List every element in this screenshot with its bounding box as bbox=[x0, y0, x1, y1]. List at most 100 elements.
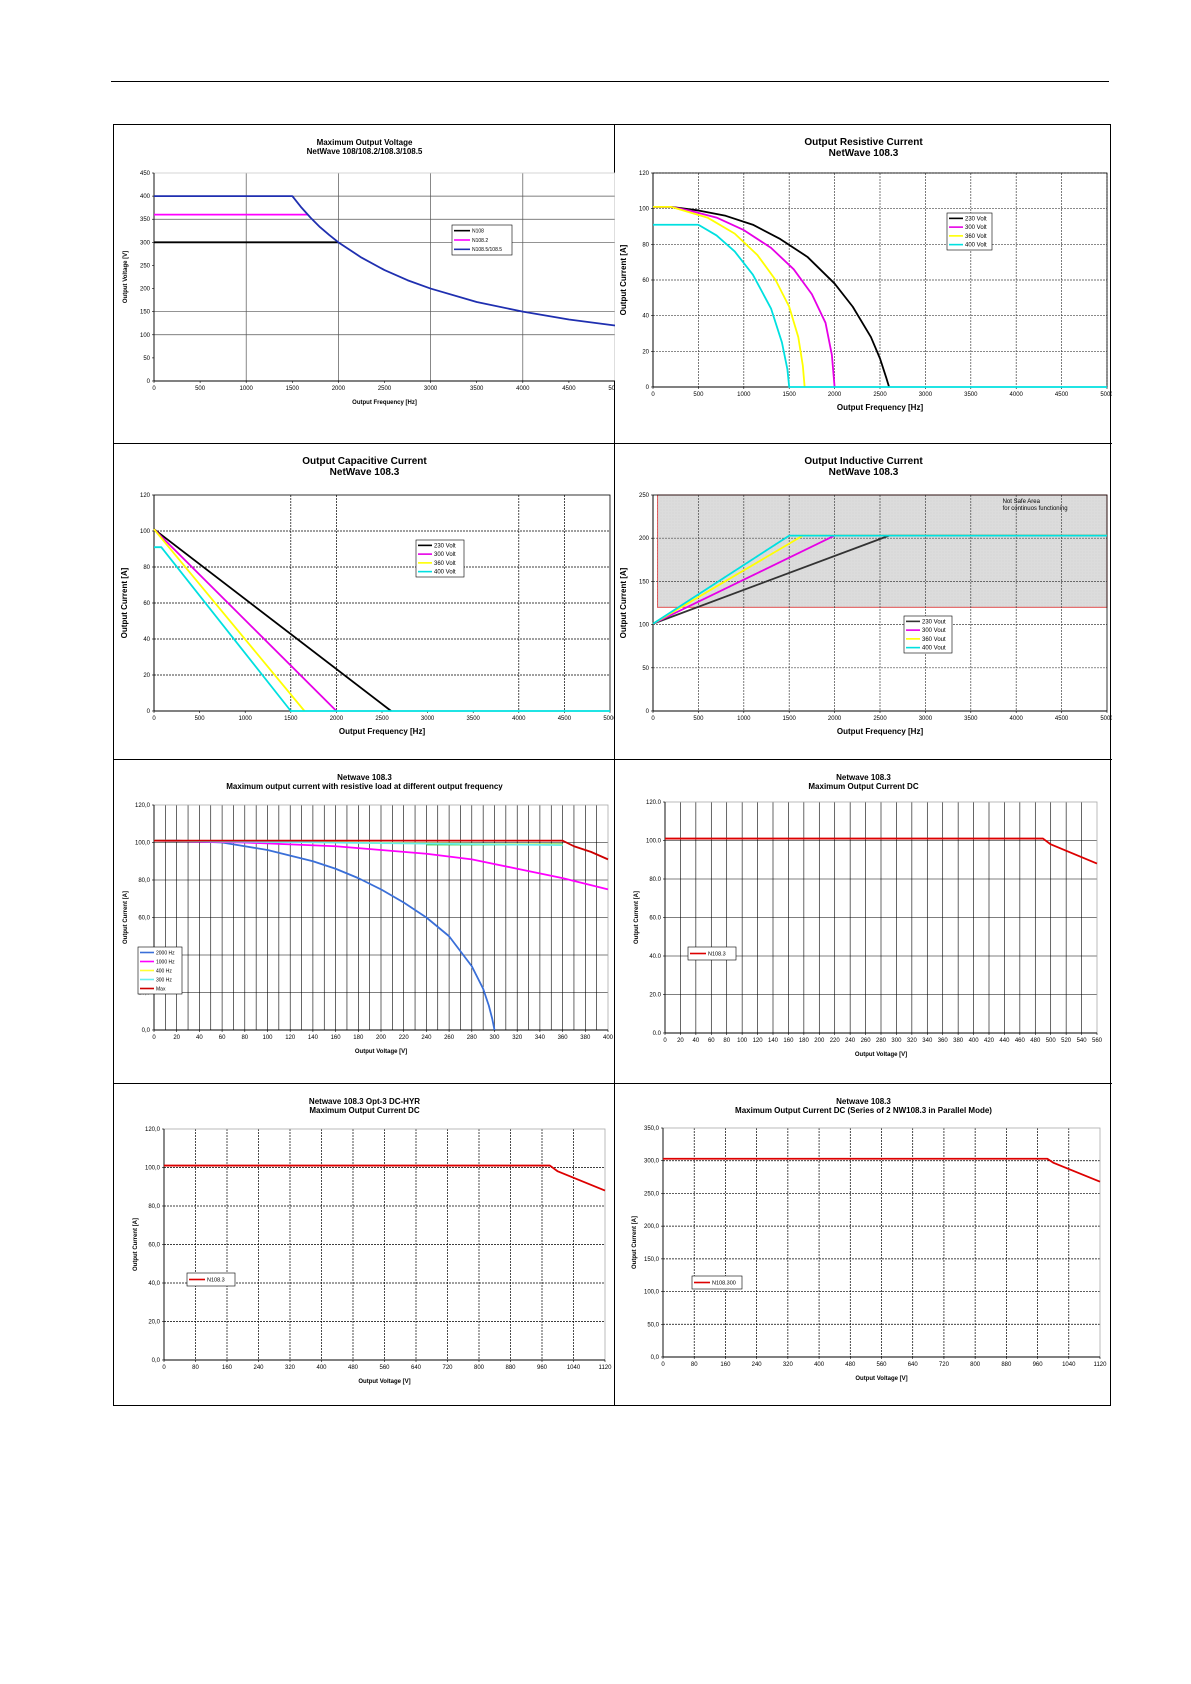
x-tick-label: 520 bbox=[1061, 1038, 1072, 1044]
y-tick-label: 100 bbox=[140, 333, 151, 339]
y-tick-label: 350,0 bbox=[644, 1126, 660, 1132]
y-tick-label: 200 bbox=[639, 536, 650, 542]
legend-entry: N108.2 bbox=[472, 238, 488, 244]
x-tick-label: 160 bbox=[783, 1038, 794, 1044]
chart-grid: Maximum Output Voltage NetWave 108/108.2/… bbox=[113, 124, 1112, 1406]
series-line bbox=[653, 223, 1107, 388]
y-tick-label: 20 bbox=[642, 349, 649, 355]
x-tick-label: 880 bbox=[1001, 1362, 1012, 1368]
x-tick-label: 2000 bbox=[330, 716, 344, 722]
legend: 230 Vout 300 Vout 360 Vout 400 Vout bbox=[903, 615, 953, 654]
x-tick-label: 1500 bbox=[286, 386, 300, 392]
x-tick-label: 2500 bbox=[378, 386, 392, 392]
legend-entry: N108.3 bbox=[708, 951, 726, 957]
x-tick-label: 2000 bbox=[828, 716, 842, 722]
y-tick-label: 40 bbox=[143, 637, 150, 643]
x-tick-label: 4000 bbox=[516, 386, 530, 392]
chart-panel-3: Output Capacitive Current NetWave 108.3 0 5… bbox=[114, 444, 615, 760]
chart-panel-7: Netwave 108.3 Opt-3 DC-HYR Maximum Output… bbox=[114, 1084, 615, 1405]
x-tick-label: 360 bbox=[938, 1038, 949, 1044]
x-tick-label: 400 bbox=[603, 1035, 614, 1041]
chart-title: Output Inductive Current bbox=[804, 456, 923, 467]
chart-subtitle: Maximum Output Current DC (Series of 2 N… bbox=[735, 1106, 992, 1115]
y-tick-label: 450 bbox=[140, 171, 151, 177]
y-axis-label: Output Current [A] bbox=[120, 567, 129, 638]
chart-subtitle: Maximum output current with resistive lo… bbox=[226, 782, 503, 791]
y-tick-label: 40 bbox=[642, 314, 649, 320]
chart-panel-4: Output Inductive Current NetWave 108.3 Not… bbox=[615, 444, 1112, 760]
legend-entry: 400 Volt bbox=[965, 243, 987, 249]
x-tick-label: 240 bbox=[752, 1362, 763, 1368]
legend-entry: 300 Vout bbox=[922, 628, 946, 634]
y-axis-label: Output Current [A] bbox=[133, 1218, 139, 1271]
x-tick-label: 1500 bbox=[284, 716, 298, 722]
legend: 230 Volt 300 Volt 360 Volt 400 Volt bbox=[946, 212, 993, 251]
x-tick-label: 1120 bbox=[1094, 1362, 1108, 1368]
x-tick-label: 2500 bbox=[375, 716, 389, 722]
x-tick-label: 0 bbox=[152, 386, 156, 392]
y-tick-label: 50 bbox=[642, 666, 649, 672]
x-tick-label: 880 bbox=[505, 1365, 516, 1371]
chart-subtitle: NetWave 108.3 bbox=[829, 467, 899, 478]
y-tick-label: 40,0 bbox=[148, 1281, 160, 1287]
x-tick-label: 400 bbox=[814, 1362, 825, 1368]
y-tick-label: 120.0 bbox=[646, 800, 662, 806]
legend-entry: 360 Vout bbox=[922, 637, 946, 643]
x-tick-label: 140 bbox=[768, 1038, 779, 1044]
series-line bbox=[154, 839, 609, 861]
chart-panel-5: Netwave 108.3 Maximum output current with… bbox=[114, 760, 615, 1084]
y-tick-label: 200,0 bbox=[644, 1224, 660, 1230]
series-line bbox=[653, 205, 836, 388]
x-tick-label: 540 bbox=[1077, 1038, 1088, 1044]
y-tick-label: 0,0 bbox=[152, 1358, 161, 1364]
x-tick-label: 4500 bbox=[558, 716, 572, 722]
series-line bbox=[663, 1157, 1101, 1183]
not-safe-area-group bbox=[657, 494, 1108, 608]
x-tick-label: 500 bbox=[693, 716, 704, 722]
x-tick-label: 40 bbox=[693, 1038, 700, 1044]
x-tick-label: 3500 bbox=[470, 386, 484, 392]
x-tick-label: 3500 bbox=[964, 392, 978, 398]
x-tick-label: 220 bbox=[399, 1035, 410, 1041]
x-tick-label: 4500 bbox=[562, 386, 576, 392]
legend-entry: 2000 Hz bbox=[156, 950, 175, 956]
x-tick-label: 0 bbox=[651, 392, 655, 398]
y-tick-label: 60 bbox=[642, 278, 649, 284]
x-tick-label: 200 bbox=[814, 1038, 825, 1044]
x-tick-label: 300 bbox=[489, 1035, 500, 1041]
y-tick-label: 80,0 bbox=[148, 1204, 160, 1210]
x-tick-label: 640 bbox=[908, 1362, 919, 1368]
chart-subtitle: Maximum Output Current DC bbox=[808, 782, 918, 791]
x-tick-label: 160 bbox=[331, 1035, 342, 1041]
series-line bbox=[153, 528, 306, 712]
y-tick-label: 50 bbox=[143, 356, 150, 362]
x-tick-label: 440 bbox=[999, 1038, 1010, 1044]
x-tick-label: 1000 bbox=[737, 392, 751, 398]
x-tick-label: 1500 bbox=[783, 716, 797, 722]
x-tick-label: 3000 bbox=[919, 716, 933, 722]
x-tick-label: 280 bbox=[467, 1035, 478, 1041]
x-tick-label: 240 bbox=[253, 1365, 264, 1371]
y-axis-label: Output Current [A] bbox=[619, 244, 628, 315]
x-tick-label: 340 bbox=[922, 1038, 933, 1044]
x-tick-label: 100 bbox=[262, 1035, 273, 1041]
x-tick-label: 80 bbox=[723, 1038, 730, 1044]
x-tick-label: 0 bbox=[651, 716, 655, 722]
x-axis-label: Output Frequency [Hz] bbox=[352, 400, 417, 406]
x-tick-label: 420 bbox=[984, 1038, 995, 1044]
x-tick-label: 0 bbox=[152, 716, 156, 722]
x-tick-label: 500 bbox=[693, 392, 704, 398]
x-tick-label: 380 bbox=[953, 1038, 964, 1044]
series-line bbox=[164, 1164, 606, 1192]
x-tick-label: 20 bbox=[677, 1038, 684, 1044]
x-tick-label: 2500 bbox=[873, 392, 887, 398]
series-line bbox=[653, 205, 806, 388]
x-tick-label: 400 bbox=[316, 1365, 327, 1371]
y-tick-label: 150,0 bbox=[644, 1257, 660, 1263]
x-tick-label: 0 bbox=[152, 1035, 156, 1041]
x-tick-label: 720 bbox=[939, 1362, 950, 1368]
series-line bbox=[153, 528, 392, 712]
